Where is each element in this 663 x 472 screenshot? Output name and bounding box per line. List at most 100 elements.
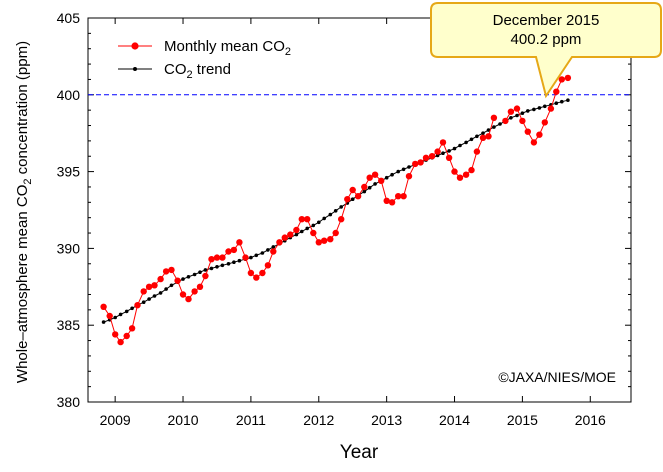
trend-point xyxy=(305,226,310,231)
monthly-point xyxy=(354,193,362,200)
monthly-point xyxy=(338,216,345,223)
monthly-point xyxy=(349,186,356,194)
monthly-point xyxy=(123,332,130,340)
monthly-point xyxy=(456,174,464,181)
trend-point xyxy=(118,312,123,317)
trend-point xyxy=(220,263,225,268)
monthly-point xyxy=(287,231,294,238)
monthly-point xyxy=(530,139,538,146)
trend-point xyxy=(543,104,547,109)
trend-point xyxy=(384,175,389,180)
trend-point xyxy=(362,189,367,194)
trend-point xyxy=(158,291,163,295)
monthly-point xyxy=(208,256,215,263)
monthly-point xyxy=(361,183,368,191)
trend-point xyxy=(469,137,474,142)
monthly-point xyxy=(162,268,170,275)
monthly-point xyxy=(473,148,481,155)
legend-trend-marker xyxy=(133,67,137,71)
monthly-point xyxy=(371,171,379,178)
monthly-point xyxy=(445,154,453,161)
monthly-point xyxy=(100,303,107,310)
monthly-point xyxy=(395,193,402,200)
monthly-point xyxy=(179,291,187,298)
trend-point xyxy=(367,185,372,190)
trend-point xyxy=(481,131,485,135)
legend-monthly-marker xyxy=(131,42,139,50)
trend-point xyxy=(203,268,208,272)
monthly-point xyxy=(310,229,317,237)
monthly-point xyxy=(270,248,277,255)
trend-point xyxy=(407,165,411,169)
y-axis-ticks: 380 385 390 395 400 405 xyxy=(57,10,631,410)
monthly-point xyxy=(151,282,158,289)
monthly-point xyxy=(422,154,430,161)
x-axis-title: Year xyxy=(340,442,379,463)
trend-point xyxy=(373,182,377,186)
monthly-point xyxy=(507,108,515,115)
monthly-point xyxy=(298,216,305,223)
monthly-point xyxy=(140,288,147,295)
trend-point xyxy=(554,101,559,105)
trend-point xyxy=(311,223,316,228)
monthly-point xyxy=(439,139,447,146)
trend-point xyxy=(390,172,394,177)
x-tick-label: 2015 xyxy=(507,412,538,428)
trend-point xyxy=(141,300,146,305)
monthly-point xyxy=(479,134,487,141)
callout-line-1: December 2015 xyxy=(493,12,600,29)
monthly-point xyxy=(174,277,181,284)
monthly-point xyxy=(519,117,526,125)
trend-point xyxy=(486,128,491,132)
trend-point xyxy=(130,306,134,311)
monthly-point xyxy=(117,338,124,346)
monthly-point xyxy=(378,177,385,184)
trend-point xyxy=(169,283,174,288)
trend-point xyxy=(532,107,536,112)
monthly-point xyxy=(434,148,441,155)
credit-text: ©JAXA/NIES/MOE xyxy=(498,369,616,385)
trend-point xyxy=(447,149,451,153)
trend-point xyxy=(452,146,457,151)
y-tick-label: 400 xyxy=(57,87,81,103)
trend-point xyxy=(186,275,191,279)
monthly-point xyxy=(490,114,498,122)
monthly-point xyxy=(281,234,288,241)
trend-point xyxy=(317,220,321,225)
trend-point xyxy=(260,251,265,255)
monthly-point xyxy=(536,131,543,138)
annotation-callout: December 2015 400.2 ppm xyxy=(430,2,662,99)
monthly-point xyxy=(327,236,334,243)
x-tick-label: 2016 xyxy=(575,412,606,428)
monthly-point xyxy=(451,168,458,175)
trend-point xyxy=(164,287,168,291)
monthly-point xyxy=(417,159,424,166)
monthly-point xyxy=(168,266,175,274)
monthly-point xyxy=(185,295,192,303)
trend-point xyxy=(475,134,479,139)
trend-point xyxy=(198,270,202,275)
trend-point xyxy=(322,216,327,221)
monthly-point xyxy=(247,269,255,277)
trend-point xyxy=(294,232,299,237)
trend-point xyxy=(333,209,338,213)
x-tick-label: 2012 xyxy=(303,412,334,428)
callout-line-2: 400.2 ppm xyxy=(511,31,582,48)
trend-point xyxy=(441,151,445,155)
monthly-point xyxy=(428,153,436,160)
trend-point xyxy=(401,167,406,172)
trend-point xyxy=(266,248,270,252)
trend-point xyxy=(226,262,231,266)
callout-bubble xyxy=(430,2,662,99)
plot-frame xyxy=(87,17,632,403)
trend-point xyxy=(560,99,564,104)
y-axis-title: Whole–atmosphere mean CO2 concentration … xyxy=(14,41,34,383)
monthly-point xyxy=(112,331,119,338)
trend-point xyxy=(254,253,259,258)
x-tick-label: 2009 xyxy=(100,412,131,428)
trend-point xyxy=(209,266,214,271)
monthly-point xyxy=(412,160,419,168)
trend-point xyxy=(492,125,496,129)
monthly-point xyxy=(564,74,572,82)
monthly-point xyxy=(264,262,272,269)
